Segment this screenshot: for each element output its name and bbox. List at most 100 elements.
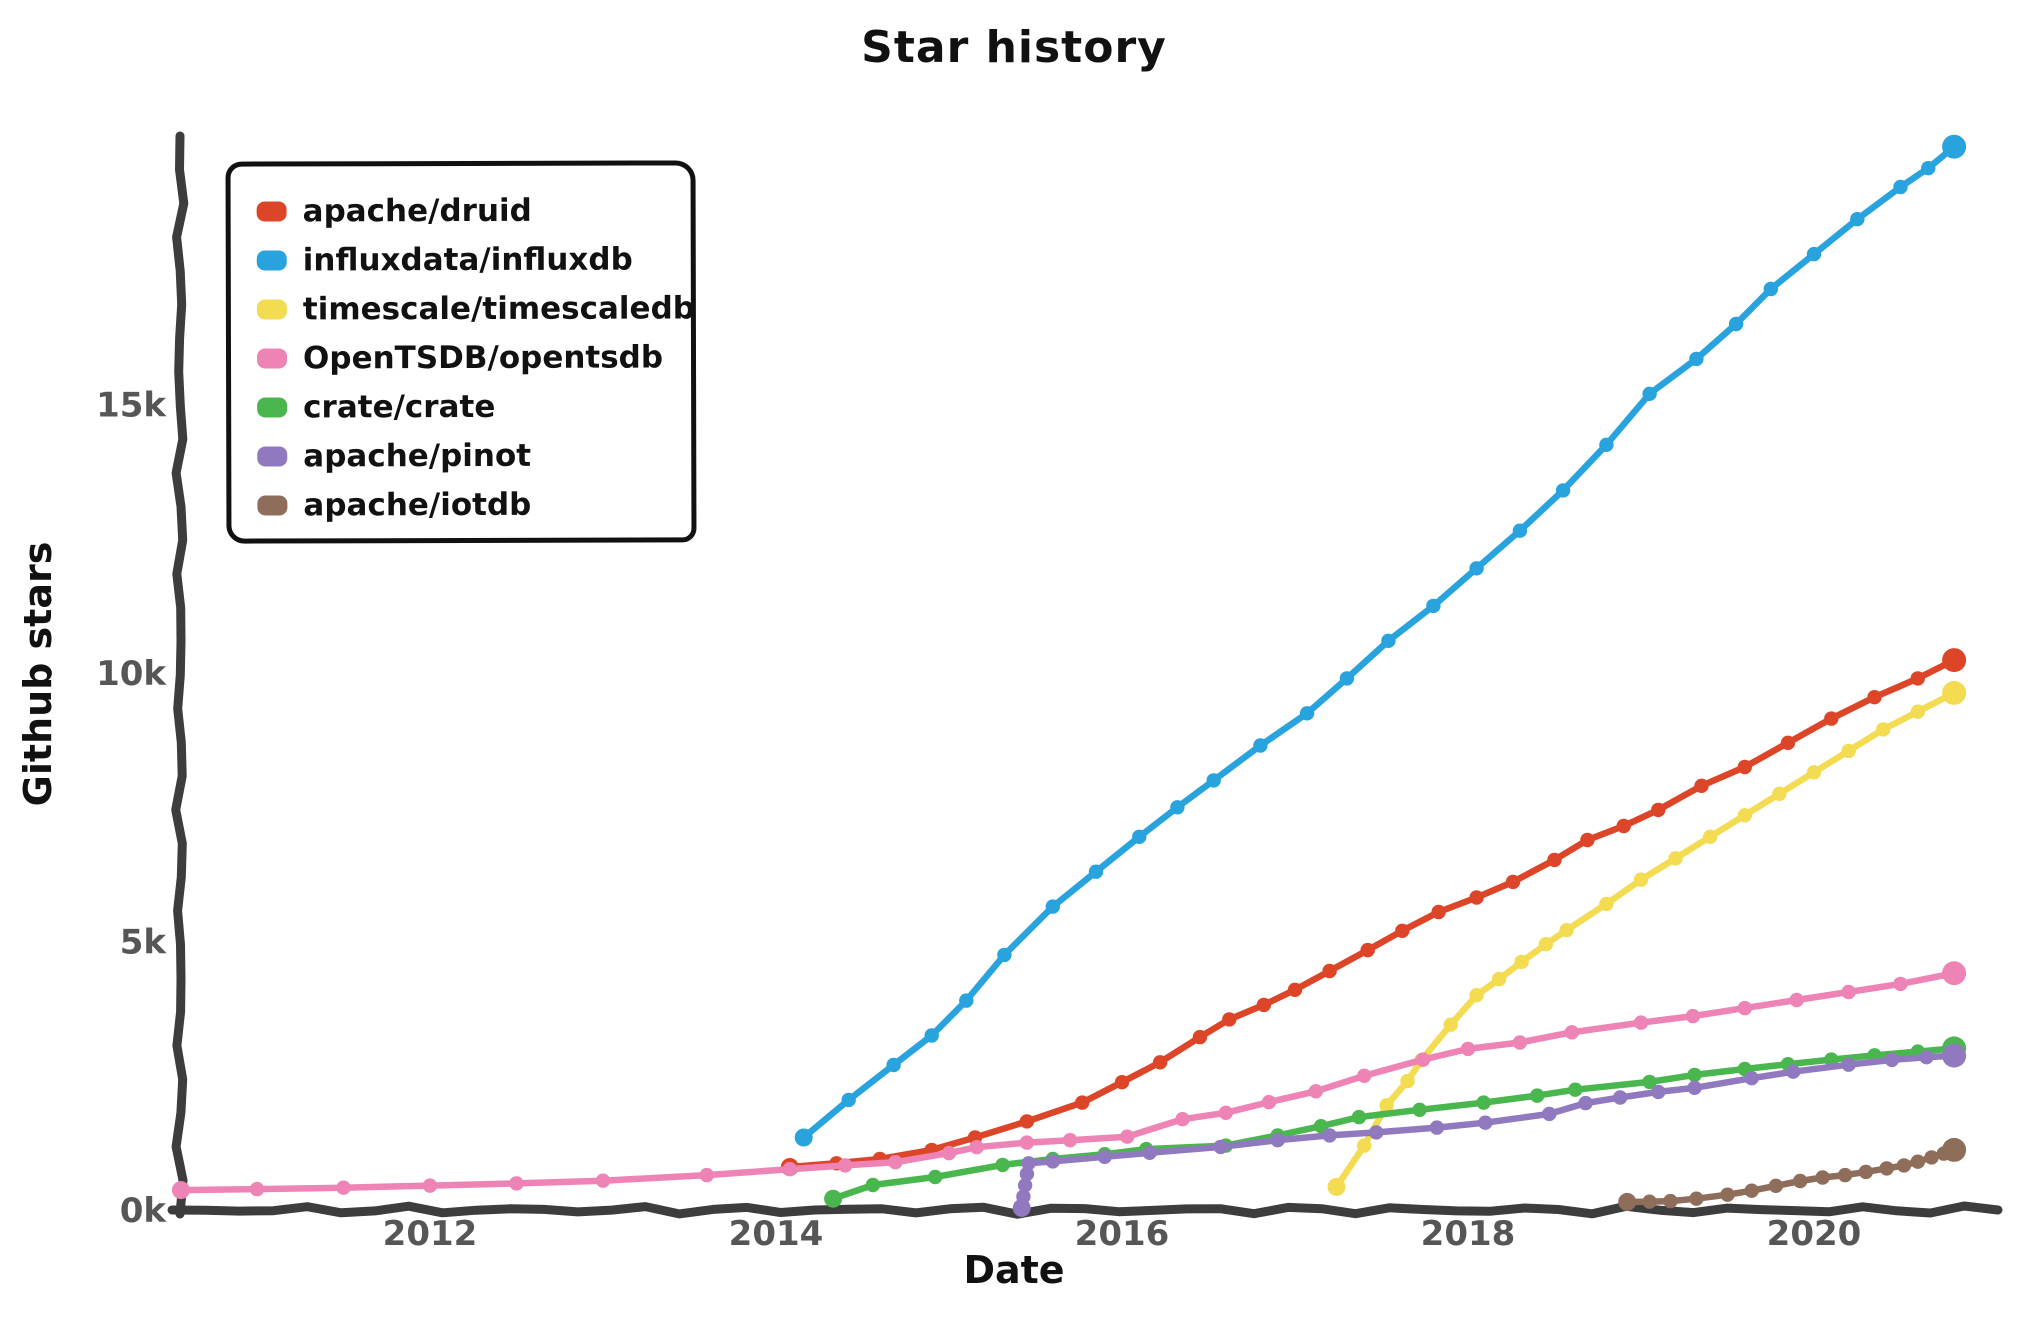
series-point-apache-druid <box>1616 818 1631 834</box>
y-axis-line <box>171 131 189 1219</box>
series-point-apache-druid <box>1505 874 1521 890</box>
series-point-influxdata-influxdb <box>794 1128 813 1147</box>
series-point-apache-iotdb <box>1618 1192 1637 1211</box>
series-line-influxdata-influxdb <box>800 143 1958 1141</box>
series-point-apache-druid <box>1192 1029 1208 1045</box>
series-point-crate-crate <box>1313 1119 1329 1134</box>
series-point-apache-druid <box>1780 735 1796 750</box>
legend-label: apache/druid <box>302 192 532 229</box>
series-point-opentsdb-opentsdb <box>249 1181 265 1197</box>
series-point-timescale-timescaledb <box>1443 1017 1458 1032</box>
series-point-apache-druid <box>1256 997 1272 1013</box>
series-point-influxdata-influxdb <box>1689 351 1704 367</box>
legend-item-opentsdb-opentsdb: OpenTSDB/opentsdb <box>256 332 691 382</box>
series-point-opentsdb-opentsdb <box>1120 1129 1135 1144</box>
legend-swatch-timescale-timescaledb <box>256 298 287 320</box>
series-point-apache-iotdb <box>1663 1193 1678 1209</box>
series-point-timescale-timescaledb <box>1942 680 1967 705</box>
series-point-timescale-timescaledb <box>1737 808 1753 823</box>
series-point-crate-crate <box>824 1189 843 1208</box>
series-point-timescale-timescaledb <box>1491 971 1507 987</box>
series-point-opentsdb-opentsdb <box>595 1173 611 1188</box>
series-point-opentsdb-opentsdb <box>171 1181 190 1200</box>
series-line-apache-pinot <box>1018 1052 1958 1212</box>
series-point-timescale-timescaledb <box>1599 896 1614 912</box>
series-point-influxdata-influxdb <box>1299 706 1315 721</box>
x-axis-title: Date <box>963 1248 1065 1292</box>
legend-label: crate/crate <box>303 388 496 425</box>
series-point-timescale-timescaledb <box>1538 937 1554 952</box>
series-point-apache-druid <box>1431 904 1446 920</box>
series-point-influxdata-influxdb <box>886 1057 901 1073</box>
series-point-timescale-timescaledb <box>1469 988 1484 1003</box>
legend-swatch-opentsdb-opentsdb <box>256 347 288 369</box>
series-point-influxdata-influxdb <box>1599 437 1614 452</box>
series-point-opentsdb-opentsdb <box>782 1162 797 1177</box>
legend-swatch-apache-pinot <box>257 445 288 467</box>
series-point-timescale-timescaledb <box>1379 1098 1394 1113</box>
series-point-apache-druid <box>1867 690 1882 705</box>
series-point-opentsdb-opentsdb <box>1460 1041 1476 1057</box>
series-point-influxdata-influxdb <box>1728 316 1744 332</box>
legend-swatch-influxdata-influxdb <box>256 249 287 271</box>
y-tick-label-5k: 5k <box>120 923 168 963</box>
series-point-crate-crate <box>1476 1095 1491 1110</box>
series-point-opentsdb-opentsdb <box>699 1167 714 1183</box>
series-point-opentsdb-opentsdb <box>1415 1052 1431 1067</box>
legend-swatch-apache-iotdb <box>257 494 288 516</box>
series-point-timescale-timescaledb <box>1357 1138 1372 1153</box>
series-point-influxdata-influxdb <box>1555 483 1571 498</box>
series-point-crate-crate <box>1351 1109 1367 1125</box>
series-point-apache-pinot <box>1542 1106 1557 1122</box>
series-point-apache-iotdb <box>1793 1173 1808 1189</box>
series-point-opentsdb-opentsdb <box>1308 1084 1324 1099</box>
series-point-crate-crate <box>865 1177 881 1193</box>
series-point-opentsdb-opentsdb <box>1512 1035 1528 1050</box>
x-tick-label-2014: 2014 <box>729 1214 824 1254</box>
series-point-apache-pinot <box>1429 1120 1445 1135</box>
series-point-apache-pinot <box>1016 1189 1031 1204</box>
series-point-influxdata-influxdb <box>1642 386 1657 401</box>
series-point-apache-iotdb <box>1837 1167 1853 1183</box>
series-point-apache-iotdb <box>1879 1161 1894 1176</box>
series-point-influxdata-influxdb <box>1806 246 1822 262</box>
legend-item-timescale-timescaledb: timescale/timescaledb <box>256 283 695 333</box>
legend-swatch-crate-crate <box>257 396 288 418</box>
series-point-timescale-timescaledb <box>1910 704 1926 719</box>
x-tick-label-2020: 2020 <box>1767 1214 1862 1254</box>
series-point-timescale-timescaledb <box>1514 954 1529 970</box>
series-point-apache-iotdb <box>1896 1158 1912 1173</box>
series-point-influxdata-influxdb <box>1253 738 1268 753</box>
series-point-timescale-timescaledb <box>1633 872 1649 887</box>
series-point-apache-druid <box>1395 923 1410 938</box>
series-point-timescale-timescaledb <box>1703 829 1718 844</box>
series-point-opentsdb-opentsdb <box>1357 1068 1372 1084</box>
series-point-apache-iotdb <box>1924 1150 1939 1165</box>
series-point-influxdata-influxdb <box>1206 773 1221 788</box>
series-point-apache-druid <box>1942 648 1967 673</box>
series-point-opentsdb-opentsdb <box>1175 1112 1190 1127</box>
legend-swatch-apache-druid <box>256 200 287 222</box>
series-point-crate-crate <box>1412 1102 1427 1118</box>
legend-item-influxdata-influxdb: influxdata/influxdb <box>256 234 691 284</box>
legend-label: OpenTSDB/opentsdb <box>302 338 664 376</box>
series-point-apache-pinot <box>1942 1043 1967 1068</box>
series-point-apache-pinot <box>1012 1198 1031 1217</box>
series-point-apache-pinot <box>1097 1149 1112 1165</box>
series-point-apache-druid <box>1737 759 1753 775</box>
series-point-influxdata-influxdb <box>1893 179 1908 195</box>
legend: apache/druid influxdata/influxdb timescale… <box>225 160 697 544</box>
series-point-apache-druid <box>1547 852 1562 868</box>
chart-title: Star history <box>861 22 1167 73</box>
series-line-apache-iotdb <box>1623 1146 1958 1206</box>
series-point-crate-crate <box>1687 1067 1702 1083</box>
series-point-apache-druid <box>1222 1012 1237 1027</box>
series-point-apache-iotdb <box>1910 1154 1926 1169</box>
series-point-crate-crate <box>1568 1082 1583 1097</box>
series-point-apache-pinot <box>1919 1050 1934 1065</box>
legend-item-apache-pinot: apache/pinot <box>257 430 691 480</box>
x-tick-label-2016: 2016 <box>1075 1214 1170 1254</box>
legend-item-apache-druid: apache/druid <box>256 185 691 235</box>
